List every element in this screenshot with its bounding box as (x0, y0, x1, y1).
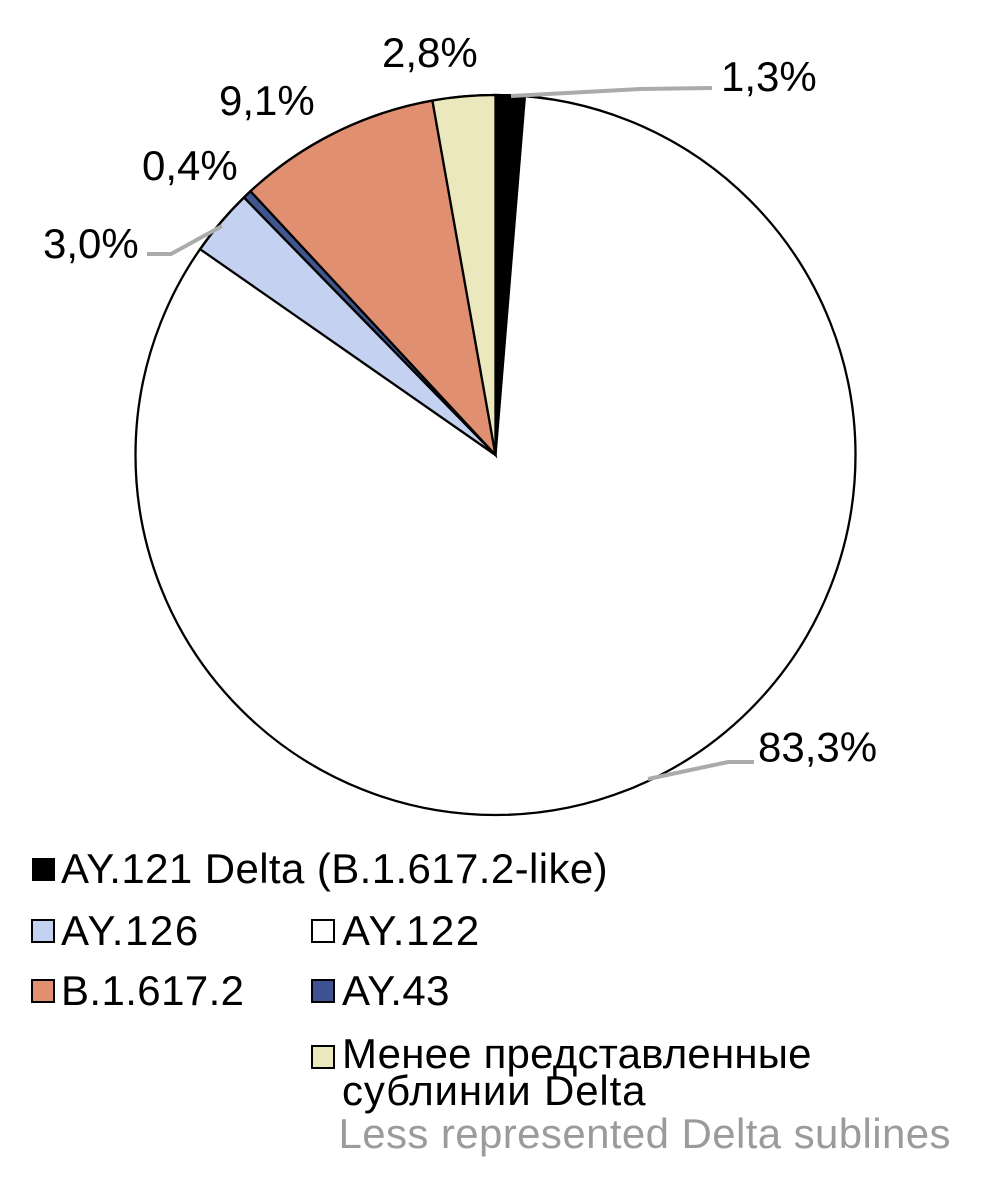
svg-text:9,1%: 9,1% (219, 77, 315, 124)
svg-text:3,0%: 3,0% (43, 220, 139, 267)
svg-text:83,3%: 83,3% (758, 724, 877, 771)
svg-text:0,4%: 0,4% (142, 142, 238, 189)
svg-text:2,8%: 2,8% (382, 29, 478, 76)
svg-text:Less represented Delta subline: Less represented Delta sublines (339, 1110, 951, 1157)
svg-text:1,3%: 1,3% (721, 53, 817, 100)
svg-text:AY.43: AY.43 (342, 967, 450, 1014)
svg-text:Менее представленные: Менее представленные (342, 1030, 812, 1077)
svg-text:AY.121 Delta (B.1.617.2-like): AY.121 Delta (B.1.617.2-like) (61, 845, 608, 892)
svg-text:AY.126: AY.126 (61, 907, 200, 954)
svg-text:AY.122: AY.122 (342, 907, 481, 954)
svg-text:B.1.617.2: B.1.617.2 (61, 967, 244, 1014)
svg-text:сублинии Delta: сублинии Delta (342, 1067, 646, 1114)
